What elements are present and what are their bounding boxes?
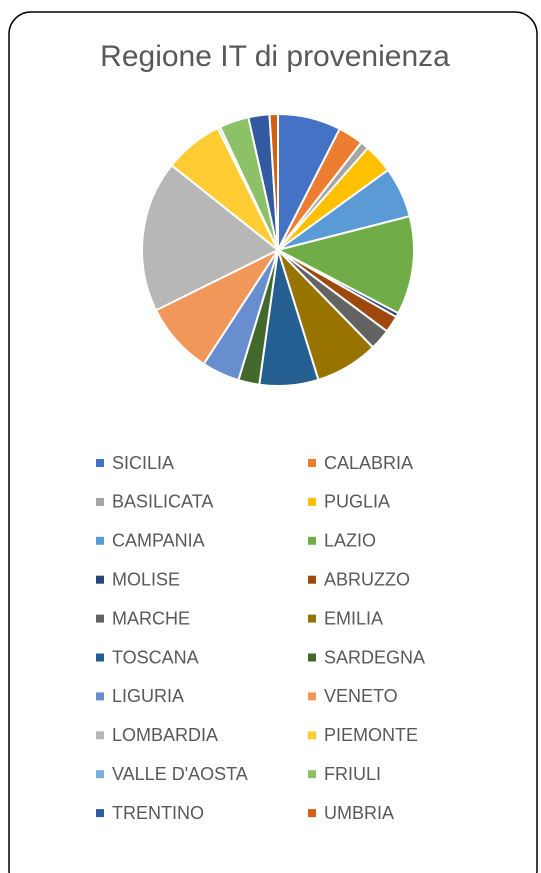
- legend-swatch: [96, 459, 104, 467]
- legend-label: EMILIA: [324, 608, 383, 628]
- legend-label: SICILIA: [112, 453, 174, 473]
- legend-label: TOSCANA: [112, 647, 199, 667]
- legend-label: VENETO: [324, 686, 398, 706]
- legend-label: MOLISE: [112, 569, 180, 589]
- legend-label: BASILICATA: [112, 492, 213, 512]
- legend-swatch: [308, 614, 316, 623]
- pie-slice: [275, 214, 415, 315]
- legend-swatch: [308, 497, 316, 506]
- legend-label: LOMBARDIA: [112, 725, 218, 745]
- legend-swatch: [308, 692, 316, 701]
- legend-swatch: [308, 770, 316, 779]
- legend-label: PIEMONTE: [324, 725, 418, 745]
- legend-swatch: [96, 614, 104, 623]
- legend-swatch: [96, 575, 104, 584]
- legend-label: FRIULI: [324, 764, 381, 784]
- legend-label: MARCHE: [112, 608, 190, 628]
- legend-swatch: [96, 809, 104, 818]
- legend-label: ABRUZZO: [324, 569, 410, 589]
- legend-label: LAZIO: [324, 531, 376, 551]
- pie-slice: [268, 112, 279, 251]
- legend-swatch: [96, 692, 104, 701]
- legend-label: UMBRIA: [324, 803, 394, 823]
- legend-label: CAMPANIA: [112, 531, 205, 551]
- legend-swatch: [96, 731, 104, 740]
- legend-swatch: [308, 653, 316, 662]
- legend-label: PUGLIA: [324, 492, 390, 512]
- legend-swatch: [308, 809, 316, 818]
- legend-swatch: [96, 653, 104, 662]
- legend-swatch: [308, 575, 316, 584]
- legend-label: VALLE D'AOSTA: [112, 764, 248, 784]
- legend-swatch: [308, 536, 316, 545]
- legend-swatch: [308, 731, 316, 740]
- legend-swatch: [96, 770, 104, 779]
- legend-swatch: [96, 497, 104, 506]
- legend-label: CALABRIA: [324, 453, 413, 473]
- chart-title: Regione IT di provenienza: [100, 40, 450, 73]
- legend-swatch: [96, 536, 104, 545]
- legend-swatch: [308, 459, 316, 467]
- legend-label: TRENTINO: [112, 803, 204, 823]
- pie-slice: [141, 163, 280, 312]
- legend-label: SARDEGNA: [324, 647, 425, 667]
- legend-label: LIGURIA: [112, 686, 184, 706]
